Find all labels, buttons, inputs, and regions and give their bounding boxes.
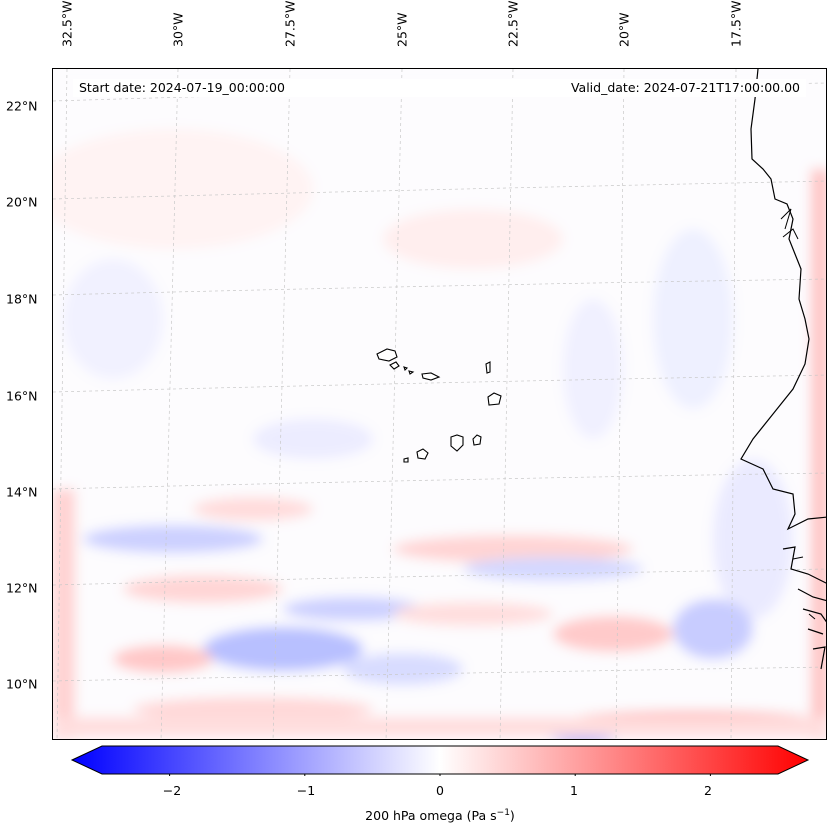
lat-label: 18°N bbox=[6, 291, 38, 307]
colorbar bbox=[70, 745, 810, 776]
lat-label: 22°N bbox=[6, 98, 38, 114]
lon-label: 20°W bbox=[616, 12, 632, 47]
lon-label: 30°W bbox=[170, 12, 186, 47]
lat-label: 12°N bbox=[6, 580, 38, 596]
omega-field-map bbox=[53, 69, 826, 739]
lat-label: 10°N bbox=[6, 676, 38, 692]
colorbar-tick-label: 1 bbox=[570, 783, 578, 798]
colorbar-tick-label: −2 bbox=[162, 783, 182, 798]
variable-name: 200 hPa omega bbox=[365, 808, 463, 824]
lon-label: 27.5°W bbox=[282, 0, 298, 47]
variable-units: Pa s bbox=[471, 808, 497, 824]
valid-date-label: Valid_date: 2024-07-21T17:00:00.00 bbox=[570, 80, 800, 95]
lon-label: 32.5°W bbox=[59, 0, 75, 47]
lat-label: 20°N bbox=[6, 194, 38, 210]
start-date-label: Start date: 2024-07-19_00:00:00 bbox=[79, 80, 285, 95]
lat-label: 14°N bbox=[6, 484, 38, 500]
colorbar-tick-label: 0 bbox=[436, 783, 444, 798]
colorbar-tick-label: −1 bbox=[296, 783, 316, 798]
lon-label: 17.5°W bbox=[728, 0, 744, 47]
map-panel: Start date: 2024-07-19_00:00:00 Valid_da… bbox=[52, 68, 827, 740]
units-exponent: −1 bbox=[496, 808, 510, 818]
colorbar-ticks bbox=[169, 774, 711, 776]
lon-label: 22.5°W bbox=[505, 0, 521, 47]
colorbar-body bbox=[70, 745, 810, 775]
colorbar-label: 200 hPa omega (Pa s−1) bbox=[365, 808, 515, 824]
graticule bbox=[53, 69, 826, 739]
africa-coastline bbox=[740, 69, 826, 670]
cape-verde-islands bbox=[376, 348, 502, 463]
colorbar-tick-label: 2 bbox=[704, 783, 712, 798]
omega-field bbox=[53, 69, 826, 739]
coast-inlet bbox=[780, 208, 816, 620]
lon-label: 25°W bbox=[394, 12, 410, 47]
info-strip: Start date: 2024-07-19_00:00:00 Valid_da… bbox=[73, 79, 806, 97]
lat-label: 16°N bbox=[6, 388, 38, 404]
